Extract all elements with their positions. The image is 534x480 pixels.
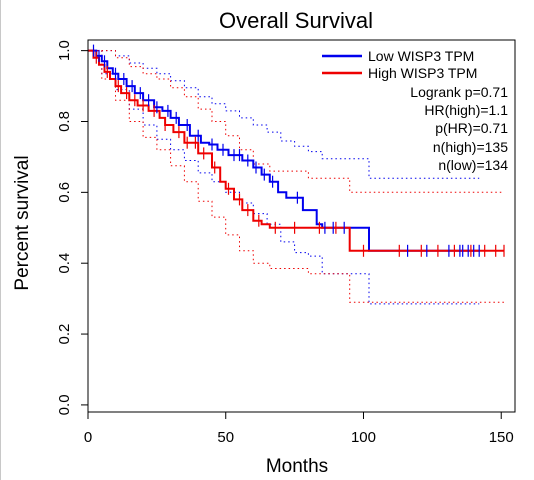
confidence-intervals — [88, 50, 504, 305]
stats-annotations: Logrank p=0.71 HR(high)=1.1 p(HR)=0.71 n… — [410, 84, 508, 173]
legend-label-high: High WISP3 TPM — [368, 65, 477, 81]
annotation-hr: HR(high)=1.1 — [424, 102, 508, 118]
annotation-n-high: n(high)=135 — [433, 139, 508, 155]
x-tick-label: 150 — [489, 429, 514, 446]
ci-lower-low — [88, 50, 480, 305]
annotation-p-hr: p(HR)=0.71 — [435, 120, 508, 136]
y-tick-label: 0.4 — [56, 253, 73, 274]
legend: Low WISP3 TPM High WISP3 TPM — [322, 48, 477, 81]
survival-curve-high — [88, 49, 504, 252]
y-axis-label: Percent survival — [12, 155, 33, 290]
y-tick-label: 0.8 — [56, 111, 73, 132]
y-tick-label: 1.0 — [56, 40, 73, 61]
annotation-n-low: n(low)=134 — [438, 157, 508, 173]
plot-frame — [87, 39, 516, 413]
annotation-logrank: Logrank p=0.71 — [410, 84, 508, 100]
ci-upper-high — [88, 50, 504, 193]
y-tick-label: 0.2 — [56, 324, 73, 345]
y-tick-label: 0.6 — [56, 182, 73, 203]
y-tick-label: 0.0 — [56, 394, 73, 415]
survival-curve-low — [88, 49, 480, 252]
x-tick-label: 50 — [217, 429, 234, 446]
x-axis-label: Months — [266, 456, 328, 477]
legend-label-low: Low WISP3 TPM — [368, 48, 474, 64]
survival-curves — [88, 49, 504, 252]
chart-title: Overall Survival — [219, 8, 373, 33]
censor-marks — [92, 44, 505, 257]
ci-upper-low — [88, 50, 480, 179]
x-tick-label: 100 — [351, 429, 376, 446]
x-tick-label: 0 — [84, 429, 92, 446]
